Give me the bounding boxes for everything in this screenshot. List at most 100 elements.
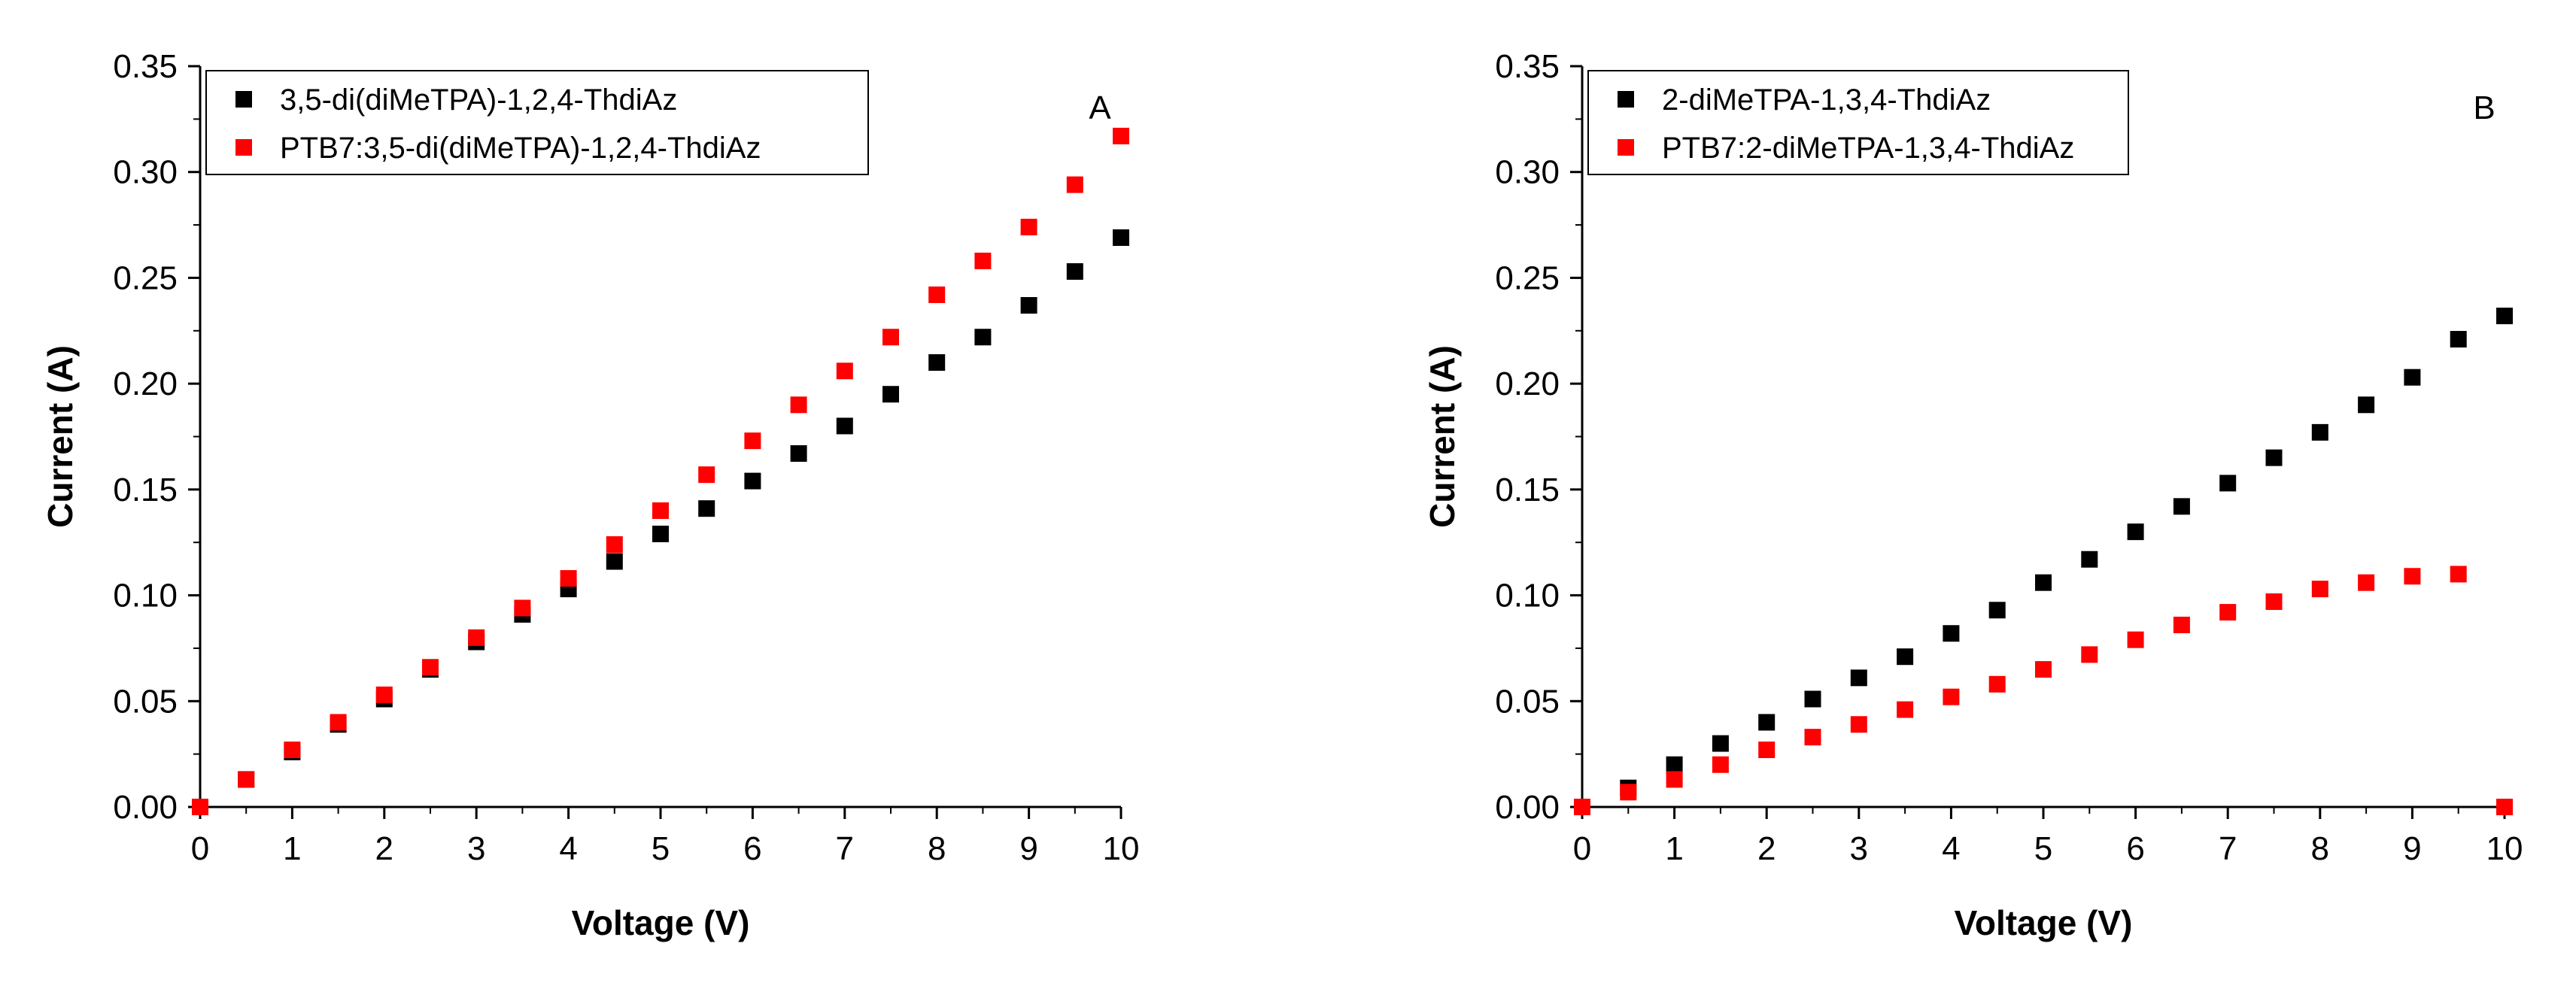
data-point bbox=[1850, 669, 1867, 687]
data-point bbox=[468, 629, 485, 646]
legend-box bbox=[1587, 70, 2129, 175]
data-point bbox=[1897, 701, 1914, 718]
x-tick-label: 5 bbox=[652, 830, 670, 867]
data-point bbox=[744, 472, 761, 490]
x-tick-label: 3 bbox=[467, 830, 485, 867]
x-tick-label: 2 bbox=[1757, 830, 1776, 867]
chart-panel-b: 0 1 2 3 4 5 6 7 8 9 10 0.00 0.05 0.10 0.15 0.20 0.25 0.30… bbox=[1423, 48, 2523, 942]
data-point bbox=[928, 354, 946, 371]
data-point bbox=[2173, 498, 2190, 515]
x-tick-label: 3 bbox=[1850, 830, 1868, 867]
legend-label: PTB7:3,5-di(diMeTPA)-1,2,4-ThdiAz bbox=[280, 132, 761, 165]
panel-label: B bbox=[2473, 89, 2495, 126]
data-point bbox=[2496, 799, 2513, 815]
data-point bbox=[560, 570, 577, 587]
data-point bbox=[606, 536, 623, 554]
data-point bbox=[928, 286, 946, 303]
series-2 bbox=[192, 127, 1129, 815]
data-point bbox=[1666, 756, 1683, 773]
data-point bbox=[1897, 648, 1914, 666]
data-point bbox=[1758, 714, 1776, 731]
data-point bbox=[1988, 675, 2006, 693]
data-point bbox=[1850, 716, 1867, 733]
data-point bbox=[2358, 396, 2375, 414]
x-tick-label: 8 bbox=[928, 830, 946, 867]
x-tick-label: 5 bbox=[2034, 830, 2052, 867]
data-point bbox=[1113, 229, 1129, 246]
data-point bbox=[2311, 423, 2328, 441]
x-tick-label: 10 bbox=[2486, 830, 2523, 867]
data-point bbox=[2265, 449, 2283, 466]
data-point bbox=[192, 799, 208, 815]
x-tick-label: 4 bbox=[1942, 830, 1960, 867]
panel-label: A bbox=[1089, 89, 1111, 126]
data-point bbox=[2450, 331, 2467, 348]
x-tick-label: 1 bbox=[283, 830, 301, 867]
legend-box bbox=[205, 70, 869, 175]
y-axis-title: Current (A) bbox=[41, 345, 80, 528]
x-tick-label: 4 bbox=[559, 830, 577, 867]
legend: 3,5-di(diMeTPA)-1,2,4-ThdiAz PTB7:3,5-di(… bbox=[205, 70, 869, 175]
x-tick-label: 2 bbox=[375, 830, 393, 867]
legend: 2-diMeTPA-1,3,4-ThdiAz PTB7:2-diMeTPA-1,3… bbox=[1587, 70, 2129, 175]
data-point bbox=[514, 599, 531, 617]
legend-marker bbox=[1618, 139, 1634, 156]
data-point bbox=[652, 525, 669, 542]
x-tick-label: 9 bbox=[1019, 830, 1037, 867]
data-point bbox=[790, 445, 807, 463]
x-tick-label: 10 bbox=[1103, 830, 1140, 867]
y-tick-label: 0.05 bbox=[1495, 683, 1560, 720]
data-point bbox=[2450, 566, 2467, 583]
data-point bbox=[2035, 661, 2052, 678]
data-point bbox=[238, 771, 255, 788]
data-point bbox=[1758, 742, 1776, 759]
legend-label: 2-diMeTPA-1,3,4-ThdiAz bbox=[1662, 83, 1991, 117]
y-axis-title: Current (A) bbox=[1423, 345, 1462, 528]
data-point bbox=[790, 396, 807, 414]
x-tick-label: 9 bbox=[2403, 830, 2421, 867]
legend-marker bbox=[235, 91, 252, 108]
x-tick-label: 6 bbox=[2126, 830, 2144, 867]
y-tick-label: 0.00 bbox=[113, 789, 178, 826]
data-point bbox=[1988, 602, 2006, 619]
data-point bbox=[1943, 625, 1960, 642]
data-point bbox=[1712, 735, 1729, 752]
y-tick-label: 0.10 bbox=[113, 578, 178, 614]
y-tick-label: 0.35 bbox=[113, 48, 178, 85]
data-point bbox=[652, 502, 669, 519]
data-point bbox=[2265, 593, 2283, 611]
series-1 bbox=[1574, 308, 2513, 815]
data-point bbox=[2219, 475, 2237, 492]
y-tick-label: 0.10 bbox=[1495, 578, 1560, 614]
x-tick-label: 0 bbox=[191, 830, 209, 867]
data-point bbox=[2127, 523, 2144, 541]
data-point bbox=[1666, 771, 1683, 788]
data-point bbox=[606, 553, 623, 570]
chart-panel-a: 0 1 2 3 4 5 6 7 8 9 10 0.00 0.05 0.10 0.15 0.20 0.25 0.30… bbox=[41, 48, 1139, 942]
data-point bbox=[2404, 369, 2421, 386]
data-point bbox=[1804, 690, 1821, 708]
x-tick-label: 8 bbox=[2311, 830, 2329, 867]
legend-marker bbox=[235, 139, 252, 156]
data-point bbox=[1066, 262, 1083, 280]
data-point bbox=[2404, 568, 2421, 585]
x-tick-label: 1 bbox=[1665, 830, 1683, 867]
data-point bbox=[836, 362, 853, 380]
data-point bbox=[1020, 297, 1037, 314]
data-point bbox=[974, 252, 992, 269]
data-point bbox=[284, 742, 301, 759]
data-point bbox=[698, 500, 715, 517]
y-tick-label: 0.25 bbox=[1495, 259, 1560, 296]
data-point bbox=[1712, 756, 1729, 773]
data-point bbox=[330, 714, 347, 731]
data-point bbox=[2081, 646, 2098, 663]
x-tick-label: 0 bbox=[1573, 830, 1591, 867]
data-point bbox=[2219, 604, 2237, 621]
y-tick-label: 0.20 bbox=[113, 366, 178, 402]
series-2 bbox=[1574, 566, 2513, 815]
data-point bbox=[375, 686, 393, 703]
data-point bbox=[1066, 176, 1083, 193]
data-point bbox=[2127, 631, 2144, 648]
data-point bbox=[2496, 308, 2513, 325]
